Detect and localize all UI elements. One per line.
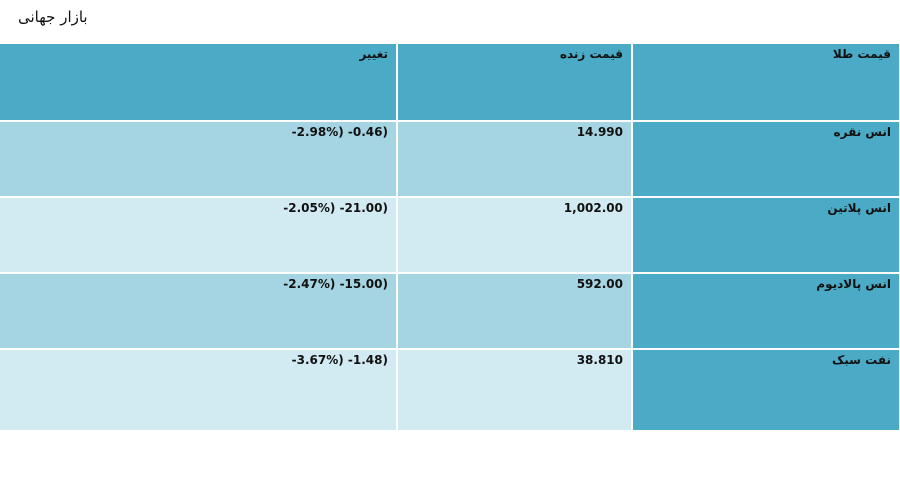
table-cell-name: انس پلاتین <box>633 198 899 274</box>
price-value: 1,002.00 <box>563 201 623 215</box>
change-value: -2.05%) -21.00) <box>283 201 388 215</box>
header-price: قیمت زنده <box>398 44 633 122</box>
table-cell-change: -3.67%) -1.48) <box>0 350 398 432</box>
table-cell-price: 592.00 <box>398 274 633 350</box>
table-cell-price: 1,002.00 <box>398 198 633 274</box>
price-value: 592.00 <box>576 277 623 291</box>
change-value: -2.47%) -15.00) <box>283 277 388 291</box>
header-change: تغییر <box>0 44 398 122</box>
change-value: -2.98%) -0.46) <box>291 125 388 139</box>
table-cell-price: 14.990 <box>398 122 633 198</box>
change-value: -3.67%) -1.48) <box>291 353 388 367</box>
header-name: قیمت طلا <box>633 44 899 122</box>
table-cell-name: انس نقره <box>633 122 899 198</box>
price-table: تغییر قیمت زنده قیمت طلا -2.98%) -0.46) … <box>0 44 899 432</box>
price-value: 14.990 <box>576 125 623 139</box>
page-title: بازار جهانی <box>18 8 88 26</box>
table-cell-change: -2.05%) -21.00) <box>0 198 398 274</box>
table-cell-price: 38.810 <box>398 350 633 432</box>
table-cell-change: -2.98%) -0.46) <box>0 122 398 198</box>
price-value: 38.810 <box>576 353 623 367</box>
table-cell-name: نفت سبک <box>633 350 899 432</box>
table-cell-change: -2.47%) -15.00) <box>0 274 398 350</box>
table-cell-name: انس پالادیوم <box>633 274 899 350</box>
